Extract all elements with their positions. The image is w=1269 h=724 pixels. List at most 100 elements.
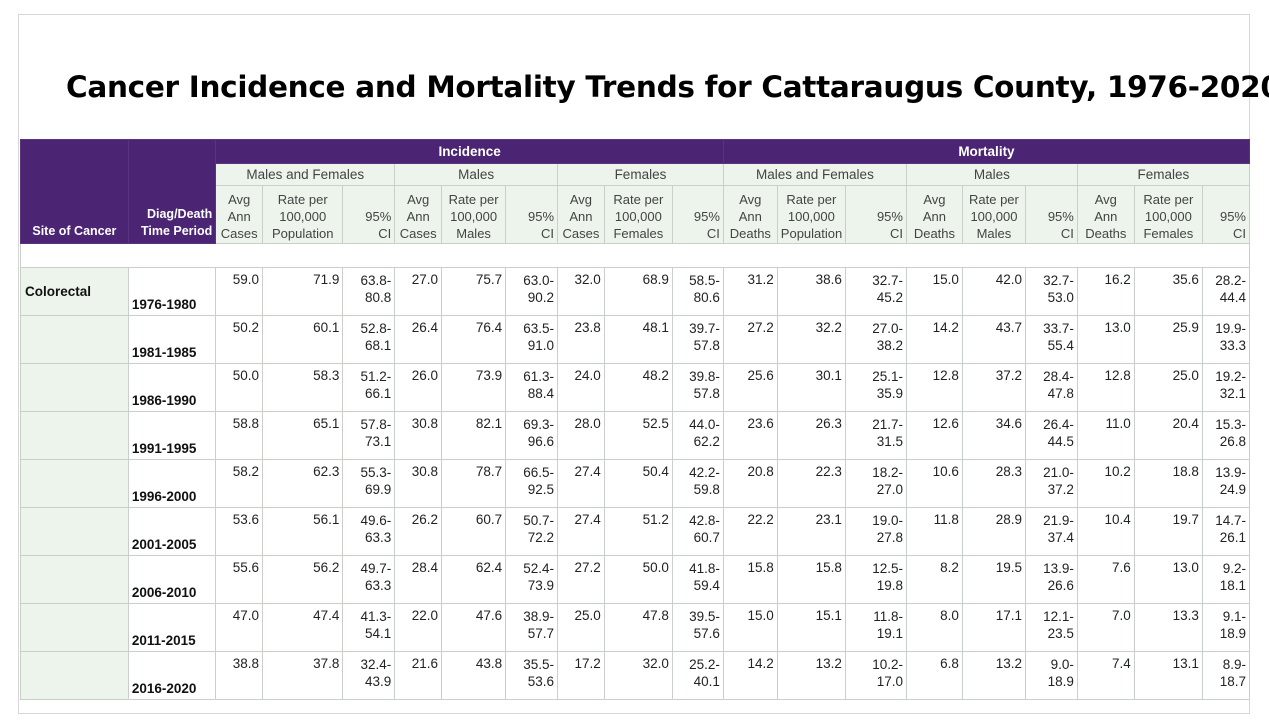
column-header-line: Avg xyxy=(923,192,946,207)
column-header-line: Rate per xyxy=(277,192,328,207)
value-cell: 13.1 xyxy=(1133,651,1203,700)
ci-cell: 21.9- 37.4 xyxy=(1024,507,1078,556)
ci-upper: 63.3 xyxy=(365,578,392,593)
ci-lower: 19.0- xyxy=(872,513,903,528)
ci-cell: 41.8- 59.4 xyxy=(671,555,724,604)
table-row: 2001-2005 53.6 56.1 49.6- 63.3 26.2 60.7 50.7- 7… xyxy=(20,507,1251,556)
ci-upper: 33.3 xyxy=(1219,338,1246,353)
value-cell: 7.4 xyxy=(1076,651,1135,700)
value-cell: 12.8 xyxy=(1076,363,1135,412)
column-header-line: Ann xyxy=(1094,209,1118,224)
ci-cell: 19.9- 33.3 xyxy=(1201,315,1251,364)
value-cell: 27.2 xyxy=(722,315,778,364)
ci-cell: 27.0- 38.2 xyxy=(844,315,907,364)
value-cell: 25.6 xyxy=(722,363,778,412)
ci-lower: 66.5- xyxy=(523,465,555,480)
value-cell: 59.0 xyxy=(215,267,264,316)
value-cell: 76.4 xyxy=(441,315,507,364)
time-period-cell: 1986-1990 xyxy=(127,363,217,412)
column-header: Avg Ann Deaths xyxy=(1076,185,1135,244)
value-cell: 35.6 xyxy=(1133,267,1203,316)
ci-upper: 91.0 xyxy=(527,338,555,353)
ci-cell: 58.5- 80.6 xyxy=(671,267,724,316)
column-header-line: Deaths xyxy=(729,226,771,241)
ci-lower: 9.2- xyxy=(1222,561,1246,576)
column-header-line: CI xyxy=(1060,226,1074,241)
time-period-cell: 2006-2010 xyxy=(127,555,217,604)
ci-lower: 57.8- xyxy=(360,417,392,432)
ci-lower: 41.8- xyxy=(689,561,720,576)
ci-cell: 39.5- 57.6 xyxy=(671,603,724,652)
value-cell: 32.0 xyxy=(557,267,605,316)
value-cell: 17.1 xyxy=(961,603,1026,652)
ci-lower: 12.5- xyxy=(872,561,903,576)
incidence-header: Incidence xyxy=(215,139,724,164)
time-period-cell: 1981-1985 xyxy=(127,315,217,364)
column-header-line: 100,000 xyxy=(970,209,1018,224)
value-cell: 50.0 xyxy=(215,363,264,412)
value-cell: 47.0 xyxy=(215,603,264,652)
table-body: Colorectal 1976-1980 59.0 71.9 63.8- 80.8 27.0… xyxy=(20,243,1251,700)
ci-cell: 52.4- 73.9 xyxy=(505,555,559,604)
ci-lower: 21.9- xyxy=(1043,513,1074,528)
value-cell: 6.8 xyxy=(905,651,963,700)
ci-upper: 80.8 xyxy=(365,290,392,305)
ci-cell: 38.9- 57.7 xyxy=(505,603,559,652)
column-header-line: 95% xyxy=(1219,209,1246,224)
ci-cell: 49.7- 63.3 xyxy=(342,555,396,604)
value-cell: 27.0 xyxy=(394,267,443,316)
group-header: Males and Females xyxy=(722,163,907,186)
ci-lower: 12.1- xyxy=(1043,609,1074,624)
value-cell: 8.2 xyxy=(905,555,963,604)
ci-upper: 53.0 xyxy=(1047,290,1074,305)
value-cell: 12.8 xyxy=(905,363,963,412)
ci-cell: 28.4- 47.8 xyxy=(1024,363,1078,412)
column-header-line: 100,000 xyxy=(614,209,662,224)
ci-lower: 19.2- xyxy=(1215,369,1246,384)
ci-lower: 9.1- xyxy=(1222,609,1246,624)
value-cell: 23.8 xyxy=(557,315,605,364)
ci-upper: 47.8 xyxy=(1047,386,1074,401)
group-header: Males xyxy=(394,163,559,186)
value-cell: 26.0 xyxy=(394,363,443,412)
ci-lower: 39.8- xyxy=(689,369,720,384)
value-cell: 48.2 xyxy=(603,363,673,412)
value-cell: 14.2 xyxy=(722,651,778,700)
value-cell: 15.8 xyxy=(722,555,778,604)
ci-upper: 57.8 xyxy=(693,386,720,401)
value-cell: 19.5 xyxy=(961,555,1026,604)
ci-lower: 38.9- xyxy=(523,609,555,624)
ci-cell: 63.0- 90.2 xyxy=(505,267,559,316)
ci-upper: 31.5 xyxy=(876,434,903,449)
table-header: Site of Cancer Diag/Death Time Period Incid… xyxy=(20,139,1251,244)
ci-upper: 23.5 xyxy=(1047,626,1074,641)
value-cell: 28.4 xyxy=(394,555,443,604)
ci-upper: 68.1 xyxy=(365,338,392,353)
time-period-cell: 2011-2015 xyxy=(127,603,217,652)
value-cell: 27.4 xyxy=(557,459,605,508)
ci-cell: 39.7- 57.8 xyxy=(671,315,724,364)
ci-cell: 57.8- 73.1 xyxy=(342,411,396,460)
time-period-cell: 1991-1995 xyxy=(127,411,217,460)
value-cell: 25.9 xyxy=(1133,315,1203,364)
ci-upper: 32.1 xyxy=(1219,386,1246,401)
table-row: 2006-2010 55.6 56.2 49.7- 63.3 28.4 62.4 52.4- 7… xyxy=(20,555,1251,604)
column-header-line: Females xyxy=(1143,226,1194,241)
ci-cell: 69.3- 96.6 xyxy=(505,411,559,460)
ci-upper: 73.1 xyxy=(365,434,392,449)
value-cell: 27.2 xyxy=(557,555,605,604)
column-header-line: 95% xyxy=(876,209,903,224)
table-row: 1981-1985 50.2 60.1 52.8- 68.1 26.4 76.4 63.5- 9… xyxy=(20,315,1251,364)
value-cell: 47.6 xyxy=(441,603,507,652)
ci-lower: 41.3- xyxy=(360,609,392,624)
ci-lower: 42.8- xyxy=(689,513,720,528)
value-cell: 30.8 xyxy=(394,411,443,460)
group-header: Females xyxy=(1076,163,1251,186)
value-cell: 7.0 xyxy=(1076,603,1135,652)
column-header-line: 95% xyxy=(365,209,392,224)
page-title: Cancer Incidence and Mortality Trends fo… xyxy=(66,70,1269,104)
value-cell: 12.6 xyxy=(905,411,963,460)
ci-cell: 49.6- 63.3 xyxy=(342,507,396,556)
value-cell: 43.8 xyxy=(441,651,507,700)
ci-lower: 9.0- xyxy=(1050,657,1074,672)
